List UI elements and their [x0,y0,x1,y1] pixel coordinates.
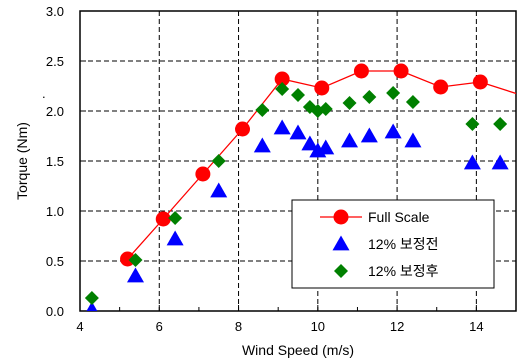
data-point [253,137,271,153]
data-point [318,102,333,116]
data-point [386,86,401,100]
y-tick-label: 3.0 [46,4,64,19]
y-tick-label: 0.0 [46,304,64,319]
data-point [301,135,319,151]
side-mark: . [42,86,46,101]
data-point [314,80,330,96]
data-point [210,182,228,198]
data-point [341,132,359,148]
legend-label: 12% 보정후 [368,263,439,279]
legend-marker [332,235,350,251]
x-tick-label: 6 [156,319,163,334]
data-point [317,139,335,155]
x-axis-title: Wind Speed (m/s) [242,342,354,358]
series-0 [120,63,516,267]
series-2 [84,82,508,305]
data-point [465,117,480,131]
data-point [362,90,377,104]
legend: Full Scale 12% 보정전 12% 보정후 [291,199,495,289]
data-point [126,267,144,283]
y-tick-label: 2.0 [46,104,64,119]
data-point [275,82,290,96]
data-point [404,132,422,148]
legend-marker [333,209,349,225]
data-point [155,211,171,227]
data-point [274,71,290,87]
axis-ticks [79,10,517,312]
data-point [211,154,226,168]
x-tick-label: 12 [390,319,404,334]
data-point [353,63,369,79]
data-point [342,96,357,110]
y-tick-label: 1.5 [46,154,64,169]
legend-label: Full Scale [368,209,430,225]
x-tick-label: 10 [311,319,325,334]
data-point [433,79,449,95]
legend-items: Full Scale 12% 보정전 12% 보정후 [320,209,439,279]
y-tick-label: 1.0 [46,204,64,219]
data-point [289,124,307,140]
x-tick-label: 4 [76,319,83,334]
data-point [384,123,402,139]
data-point [393,63,409,79]
data-point [493,117,508,131]
data-point [166,230,184,246]
data-point [168,211,183,225]
data-point [405,95,420,109]
x-tick-labels: 4 6 8 10 12 14 [76,319,483,334]
y-tick-label: 2.5 [46,54,64,69]
y-tick-labels: 0.0 0.5 1.0 1.5 2.0 2.5 3.0 [46,4,64,319]
data-point [84,291,99,305]
y-tick-label: 0.5 [46,254,64,269]
x-tick-label: 14 [469,319,483,334]
legend-marker [334,264,348,278]
data-point [235,121,251,137]
data-point [195,166,211,182]
data-point [128,253,143,267]
data-point [463,154,481,170]
data-point [86,301,98,311]
data-point [360,127,378,143]
y-axis-title: Torque (Nm) [14,122,30,200]
legend-box [291,199,495,289]
data-point [291,88,305,102]
series-layer [84,63,516,311]
data-point [472,74,488,90]
data-point [273,119,291,135]
data-point [491,154,509,170]
x-tick-label: 8 [235,319,242,334]
data-point [255,103,270,117]
series-1 [86,119,509,311]
legend-label: 12% 보정전 [368,236,439,252]
